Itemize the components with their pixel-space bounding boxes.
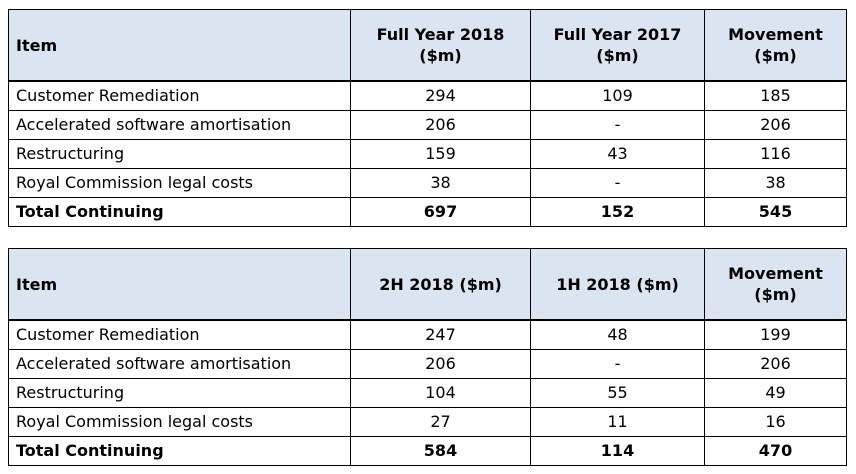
total-value: 545 xyxy=(704,197,847,227)
header-full-year-2018: Full Year 2018 ($m) xyxy=(350,9,531,82)
row-label: Accelerated software amortisation xyxy=(8,110,351,140)
cell-value: 206 xyxy=(350,349,531,379)
header-movement: Movement ($m) xyxy=(704,9,847,82)
table-row: Customer Remediation 247 48 199 xyxy=(8,319,847,350)
cell-value: 247 xyxy=(350,319,531,350)
row-label: Royal Commission legal costs xyxy=(8,168,351,198)
cell-value: 11 xyxy=(530,407,705,437)
total-value: 470 xyxy=(704,436,847,466)
cell-value: 199 xyxy=(704,319,847,350)
row-label: Royal Commission legal costs xyxy=(8,407,351,437)
cell-value: 48 xyxy=(530,319,705,350)
cell-value: 38 xyxy=(350,168,531,198)
cell-value: - xyxy=(530,168,705,198)
cell-value: 294 xyxy=(350,80,531,111)
cell-value: 116 xyxy=(704,139,847,169)
row-label: Customer Remediation xyxy=(8,80,351,111)
cell-value: 27 xyxy=(350,407,531,437)
total-row: Total Continuing 697 152 545 xyxy=(8,197,847,227)
header-1h-2018-text: 1H 2018 ($m) xyxy=(556,274,679,294)
cell-value: 206 xyxy=(704,110,847,140)
cell-value: - xyxy=(530,110,705,140)
row-label: Restructuring xyxy=(8,378,351,408)
row-label: Customer Remediation xyxy=(8,319,351,350)
header-2h-2018-text: 2H 2018 ($m) xyxy=(379,274,502,294)
cell-value: 159 xyxy=(350,139,531,169)
cell-value: 43 xyxy=(530,139,705,169)
header-movement: Movement ($m) xyxy=(704,248,847,321)
total-label: Total Continuing xyxy=(8,197,351,227)
cell-value: 16 xyxy=(704,407,847,437)
table-row: Restructuring 159 43 116 xyxy=(8,139,847,169)
header-row: Item Full Year 2018 ($m) Full Year 2017 … xyxy=(8,9,847,82)
header-row: Item 2H 2018 ($m) 1H 2018 ($m) Movement … xyxy=(8,248,847,321)
table-row: Customer Remediation 294 109 185 xyxy=(8,80,847,111)
table-row: Restructuring 104 55 49 xyxy=(8,378,847,408)
total-row: Total Continuing 584 114 470 xyxy=(8,436,847,466)
table-row: Royal Commission legal costs 27 11 16 xyxy=(8,407,847,437)
table-row: Accelerated software amortisation 206 - … xyxy=(8,349,847,379)
header-full-year-2017-text: Full Year 2017 ($m) xyxy=(553,25,682,65)
total-value: 152 xyxy=(530,197,705,227)
header-movement-text: Movement ($m) xyxy=(728,25,823,65)
header-movement-text: Movement ($m) xyxy=(728,264,823,304)
full-year-table: Item Full Year 2018 ($m) Full Year 2017 … xyxy=(8,9,847,227)
cell-value: 109 xyxy=(530,80,705,111)
cell-value: 206 xyxy=(704,349,847,379)
header-2h-2018: 2H 2018 ($m) xyxy=(350,248,531,321)
row-label: Accelerated software amortisation xyxy=(8,349,351,379)
header-item: Item xyxy=(8,248,351,321)
header-full-year-2018-text: Full Year 2018 ($m) xyxy=(376,25,505,65)
total-value: 114 xyxy=(530,436,705,466)
cell-value: 38 xyxy=(704,168,847,198)
header-item: Item xyxy=(8,9,351,82)
cell-value: 49 xyxy=(704,378,847,408)
header-1h-2018: 1H 2018 ($m) xyxy=(530,248,705,321)
cell-value: 104 xyxy=(350,378,531,408)
row-label: Restructuring xyxy=(8,139,351,169)
total-value: 697 xyxy=(350,197,531,227)
cell-value: - xyxy=(530,349,705,379)
table-row: Royal Commission legal costs 38 - 38 xyxy=(8,168,847,198)
table-row: Accelerated software amortisation 206 - … xyxy=(8,110,847,140)
cell-value: 185 xyxy=(704,80,847,111)
cell-value: 55 xyxy=(530,378,705,408)
header-full-year-2017: Full Year 2017 ($m) xyxy=(530,9,705,82)
half-year-table: Item 2H 2018 ($m) 1H 2018 ($m) Movement … xyxy=(8,248,847,466)
total-label: Total Continuing xyxy=(8,436,351,466)
total-value: 584 xyxy=(350,436,531,466)
cell-value: 206 xyxy=(350,110,531,140)
